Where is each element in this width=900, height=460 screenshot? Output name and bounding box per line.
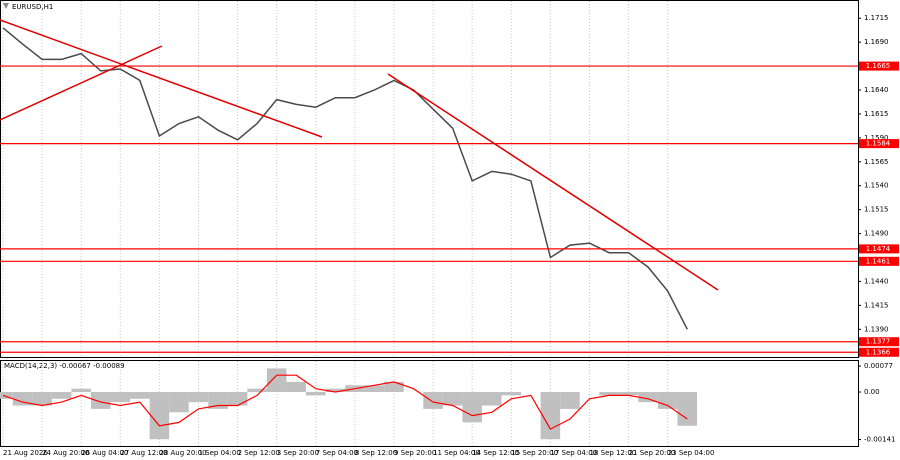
histogram-bar bbox=[90, 392, 111, 409]
histogram-bar bbox=[442, 392, 463, 406]
x-tick-label: 21 Sep 20:00 bbox=[629, 449, 676, 457]
histogram-bar bbox=[266, 368, 287, 393]
x-tick-label: 3 Sep 20:00 bbox=[277, 449, 319, 457]
macd-title: MACD(14,22,3) -0.00067 -0.00089 bbox=[4, 362, 125, 370]
histogram-bar bbox=[110, 392, 131, 403]
trend-line bbox=[0, 19, 323, 138]
x-tick-label: 21 Aug 2026 bbox=[3, 449, 48, 457]
x-tick-label: 28 Aug 20:00 bbox=[159, 449, 206, 457]
histogram-bar bbox=[51, 392, 72, 399]
level-label-box bbox=[859, 337, 899, 347]
y-tick-label: 1.1440 bbox=[864, 277, 889, 285]
price-panel bbox=[0, 0, 859, 358]
level-label: 1.1584 bbox=[866, 140, 891, 148]
y-tick-label: 1.1640 bbox=[864, 86, 889, 94]
chart-title: EURUSD,H1 bbox=[12, 3, 53, 11]
histogram-bar bbox=[560, 392, 580, 409]
histogram-bar bbox=[208, 392, 228, 409]
histogram-bar bbox=[364, 385, 385, 393]
title-icon bbox=[3, 3, 9, 9]
histogram-bar bbox=[423, 392, 443, 409]
level-label-box bbox=[859, 61, 899, 71]
price-line bbox=[2, 27, 688, 330]
y-tick-label: 1.1515 bbox=[864, 206, 889, 214]
y-tick-label: -0.00141 bbox=[864, 436, 895, 444]
histogram-bar bbox=[384, 381, 404, 393]
y-tick-label: 1.1565 bbox=[864, 158, 889, 166]
x-tick-label: 11 Sep 04:00 bbox=[433, 449, 480, 457]
y-tick-label: 1.1390 bbox=[864, 325, 889, 333]
histogram-bar bbox=[247, 388, 267, 393]
histogram-bar bbox=[149, 392, 170, 440]
histogram-bar bbox=[540, 392, 561, 440]
x-tick-label: 7 Sep 04:00 bbox=[316, 449, 358, 457]
x-tick-label: 1 Sep 04:00 bbox=[199, 449, 241, 457]
level-label: 1.1377 bbox=[866, 338, 891, 346]
level-label: 1.1474 bbox=[866, 245, 891, 253]
y-tick-label: 1.1415 bbox=[864, 301, 889, 309]
histogram-bar bbox=[188, 392, 209, 403]
histogram-bar bbox=[462, 392, 482, 423]
histogram-bar bbox=[169, 392, 189, 413]
histogram-bar bbox=[306, 392, 326, 396]
level-label: 1.1665 bbox=[866, 62, 891, 70]
x-tick-label: 15 Sep 20:00 bbox=[511, 449, 558, 457]
level-label-box bbox=[859, 244, 899, 254]
level-label-box bbox=[859, 139, 899, 149]
x-tick-label: 2 Sep 12:00 bbox=[238, 449, 280, 457]
y-tick-label: 1.1590 bbox=[864, 134, 889, 142]
histogram-bar bbox=[481, 392, 502, 406]
signal-line bbox=[2, 374, 688, 430]
y-tick-label: 1.1490 bbox=[864, 230, 889, 238]
histogram-bar bbox=[130, 392, 150, 399]
histogram-bar bbox=[32, 392, 52, 406]
y-tick-label: 1.1690 bbox=[864, 38, 889, 46]
y-tick-label: 0.00077 bbox=[864, 362, 893, 370]
histogram-bar bbox=[325, 388, 346, 393]
level-label: 1.1366 bbox=[866, 348, 891, 356]
x-tick-label: 24 Aug 20:00 bbox=[42, 449, 89, 457]
histogram-bar bbox=[286, 381, 307, 393]
y-tick-label: 0.00 bbox=[864, 388, 880, 396]
histogram-bar bbox=[657, 392, 678, 409]
histogram-bar bbox=[12, 392, 33, 406]
histogram-bar bbox=[227, 392, 248, 406]
x-tick-label: 26 Aug 04:00 bbox=[81, 449, 128, 457]
histogram-bar bbox=[618, 392, 639, 396]
histogram-bar bbox=[638, 392, 658, 403]
x-tick-label: 14 Sep 12:00 bbox=[472, 449, 519, 457]
histogram-bar bbox=[71, 388, 91, 393]
histogram-bar bbox=[599, 392, 619, 396]
x-tick-label: 27 Aug 12:00 bbox=[120, 449, 167, 457]
trend-line bbox=[387, 73, 719, 291]
histogram-bar bbox=[0, 392, 13, 399]
y-tick-label: 1.1540 bbox=[864, 182, 889, 190]
level-label-box bbox=[859, 347, 899, 357]
level-label-box bbox=[859, 256, 899, 266]
level-label: 1.1461 bbox=[866, 257, 891, 265]
x-tick-label: 8 Sep 12:00 bbox=[355, 449, 397, 457]
x-tick-label: 17 Sep 04:00 bbox=[550, 449, 597, 457]
x-tick-label: 18 Sep 12:00 bbox=[590, 449, 637, 457]
y-tick-label: 1.1615 bbox=[864, 110, 889, 118]
trend-line bbox=[0, 45, 163, 121]
histogram-bar bbox=[677, 392, 698, 426]
x-tick-label: 23 Sep 04:00 bbox=[668, 449, 715, 457]
y-tick-label: 1.1715 bbox=[864, 14, 889, 22]
x-tick-label: 9 Sep 20:00 bbox=[394, 449, 436, 457]
histogram-bar bbox=[501, 392, 522, 396]
